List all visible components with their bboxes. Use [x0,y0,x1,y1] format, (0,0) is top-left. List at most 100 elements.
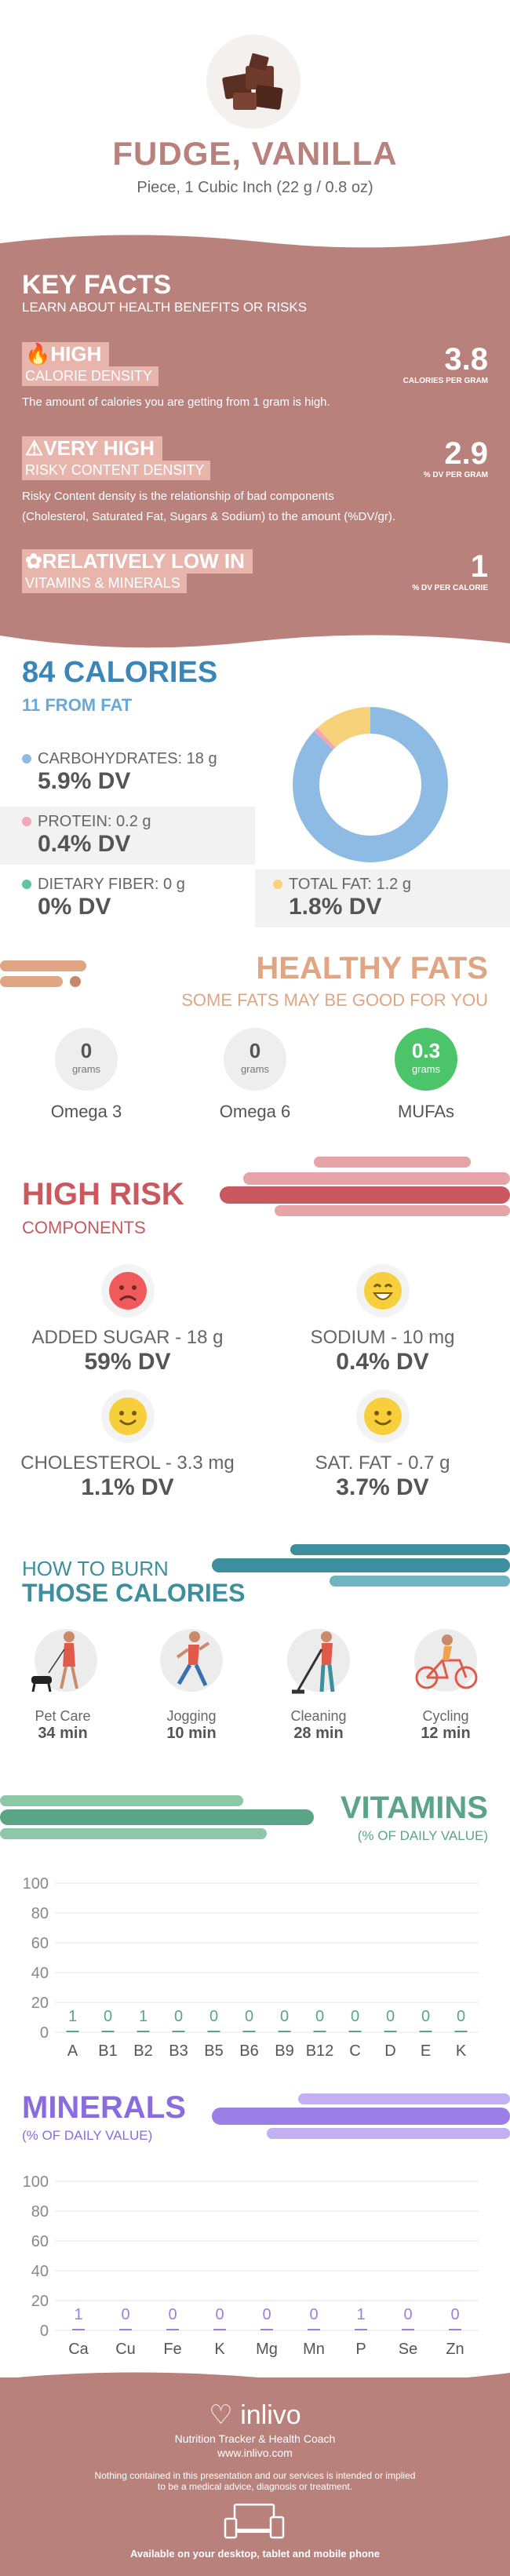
y-tick-label: 80 [31,1905,49,1922]
smile-face-icon [100,1390,155,1443]
calories-from-fat: 11 FROM FAT [22,695,133,715]
x-tick-label: B6 [239,2042,258,2060]
jogging-name: Jogging [166,1708,217,1724]
burn-item-pet-care: Pet Care 34 min [19,1626,107,1743]
fat-label: TOTAL FAT: 1.2 g [289,876,411,893]
high-risk-decoration [220,1157,510,1216]
key-facts-background [0,235,510,648]
y-tick-label: 60 [31,2233,49,2250]
food-photo [206,35,301,129]
omega6-name: Omega 6 [219,1102,291,1121]
x-tick-label: K [214,2341,225,2358]
calorie-density-level: HIGH [50,342,102,366]
sad-face-icon [100,1264,155,1317]
healthy-fats-subtitle: SOME FATS MAY BE GOOD FOR YOU [181,990,488,1010]
x-tick-label: B9 [275,2042,293,2060]
minerals-title: MINERALS [22,2090,186,2125]
vitamins-minerals-level: RELATIVELY LOW IN [42,549,245,573]
high-risk-subtitle: COMPONENTS [22,1218,146,1237]
bar-B2 [137,2031,150,2032]
fiber-label: DIETARY FIBER: 0 g [38,876,185,893]
x-tick-label: C [349,2042,360,2060]
smile-face-icon [355,1390,410,1443]
burn-title-2: THOSE CALORIES [22,1579,246,1607]
vitamins-title: VITAMINS [340,1791,488,1825]
calories-total: 84 CALORIES [22,656,218,689]
minerals-subtitle: (% OF DAILY VALUE) [22,2128,153,2143]
walking-dog-icon [31,1629,97,1692]
omega6-unit: grams [240,1063,270,1075]
bar-value-label: 0 [209,2008,218,2025]
sodium-item: SODIUM - 10 mg 0.4% DV [255,1263,510,1375]
sat-fat-item: SAT. FAT - 0.7 g 3.7% DV [255,1389,510,1501]
bar-value-label: 0 [121,2306,129,2323]
risky-density-label: RISKY CONTENT DENSITY [22,461,211,480]
cycling-icon [414,1629,478,1692]
devices-icon [0,2503,510,2543]
vitamins-minerals-label: VITAMINS & MINERALS [22,574,187,593]
bar-Fe [166,2329,179,2330]
x-tick-label: D [384,2042,395,2060]
vitamins-minerals-tag: ✿RELATIVELY LOW IN VITAMINS & MINERALS [22,549,253,593]
y-tick-label: 20 [31,2293,49,2310]
bar-K [213,2329,226,2330]
cycling-time: 12 min [421,1725,471,1742]
footer-disclaimer-2: to be a medical advice, diagnosis or tre… [157,2481,353,2492]
bar-value-label: 0 [280,2008,289,2025]
bar-P [355,2329,367,2330]
cholesterol-item: CHOLESTEROL - 3.3 mg 1.1% DV [0,1389,255,1501]
x-tick-label: Ca [68,2341,89,2358]
bar-A [66,2031,79,2032]
footer-available: Available on your desktop, tablet and mo… [129,2548,381,2560]
bar-Ca [72,2329,85,2330]
bar-Zn [449,2329,461,2330]
bar-Mg [260,2329,273,2330]
bar-value-label: 0 [421,2008,430,2025]
minerals-decoration [212,2093,510,2139]
bar-value-label: 0 [262,2306,271,2323]
footer-brand-row: ♡ inlivo [0,2399,510,2431]
bar-B5 [207,2031,220,2032]
jogging-icon [160,1629,223,1692]
bar-value-label: 1 [356,2306,365,2323]
bar-B1 [101,2031,115,2032]
footer-tagline: Nutrition Tracker & Health Coach [174,2432,336,2445]
fat-dot [273,880,282,889]
healthy-fats-decoration [0,960,86,987]
burn-item-cycling: Cycling 12 min [402,1626,490,1743]
y-tick-label: 40 [31,2263,49,2280]
risky-density-description-2: (Cholesterol, Saturated Fat, Sugars & So… [22,510,396,523]
protein-box [0,807,255,865]
leaf-icon: ✿ [25,549,42,573]
mufas-item: 0.3 grams MUFAs [379,1028,473,1122]
omega6-item: 0 grams Omega 6 [208,1028,302,1122]
vitamins-subtitle: (% OF DAILY VALUE) [357,1828,488,1843]
footer: ♡ inlivo Nutrition Tracker & Health Coac… [0,2377,510,2576]
x-tick-label: Mg [256,2341,278,2358]
protein-stat: PROTEIN: 0.2 g 0.4% DV [22,813,151,858]
bar-value-label: 0 [386,2008,395,2025]
bar-Se [402,2329,414,2330]
key-facts-subtitle: LEARN ABOUT HEALTH BENEFITS OR RISKS [22,300,308,315]
bar-E [419,2031,432,2032]
key-facts-title: KEY FACTS [22,270,172,300]
bar-value-label: 0 [174,2008,183,2025]
mufas-value: 0.3 [411,1039,441,1062]
protein-label: PROTEIN: 0.2 g [38,813,151,830]
x-tick-label: Fe [163,2341,181,2358]
omega3-name: Omega 3 [50,1102,122,1121]
y-tick-label: 80 [31,2203,49,2221]
cycling-name: Cycling [422,1708,469,1724]
bar-value-label: 1 [139,2008,148,2025]
footer-url[interactable]: www.inlivo.com [217,2447,293,2459]
serving-size: Piece, 1 Cubic Inch (22 g / 0.8 oz) [137,179,373,196]
x-tick-label: B1 [98,2042,117,2060]
omega3-value: 0 [80,1039,93,1062]
bar-value-label: 0 [315,2008,324,2025]
healthy-fats-title: HEALTHY FATS [256,951,488,986]
calorie-density-tag: 🔥HIGH CALORIE DENSITY [22,342,159,386]
omega6-value: 0 [249,1039,261,1062]
omega3-circle: 0 grams [55,1028,118,1091]
cleaning-time: 28 min [293,1725,344,1742]
